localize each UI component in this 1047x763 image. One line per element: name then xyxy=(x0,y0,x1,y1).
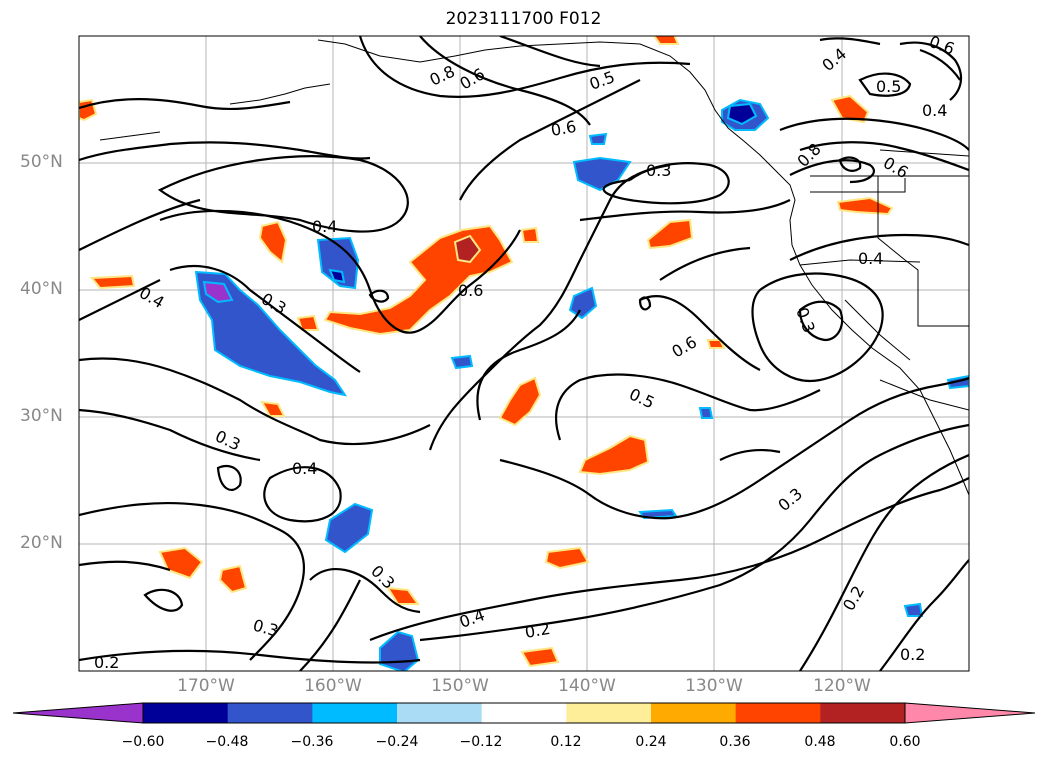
contour-label: 0.4 xyxy=(312,217,337,236)
lat-label-30n: 30°N xyxy=(20,406,63,426)
colorbar-extend-left xyxy=(13,703,143,723)
lon-label-120w: 120°W xyxy=(813,676,871,696)
lon-label-150w: 150°W xyxy=(431,676,489,696)
contour-label: 0.4 xyxy=(292,459,317,478)
colorbar-tick: 0.24 xyxy=(635,734,667,750)
colorbar-segment xyxy=(735,703,821,723)
lat-label-50n: 50°N xyxy=(20,152,63,172)
colorbar-segment xyxy=(566,703,652,723)
contour-label: 0.4 xyxy=(858,249,883,268)
colorbar-tick: −0.36 xyxy=(290,734,334,750)
colorbar-tick: 0.12 xyxy=(550,734,582,750)
colorbar-tick: −0.12 xyxy=(459,734,503,750)
colorbar-tick: 0.36 xyxy=(719,734,751,750)
lat-label-20n: 20°N xyxy=(20,533,63,553)
contour-label: 0.4 xyxy=(922,101,947,120)
colorbar-segment xyxy=(227,703,313,723)
colorbar-tick: 0.60 xyxy=(889,734,921,750)
map-frame xyxy=(78,35,970,672)
lon-label-170w: 170°W xyxy=(177,676,235,696)
colorbar-segment xyxy=(143,703,229,723)
colorbar-segment xyxy=(820,703,906,723)
lon-label-130w: 130°W xyxy=(685,676,743,696)
contour-label: 0.6 xyxy=(549,117,577,140)
colorbar-segment xyxy=(651,703,737,723)
lon-label-160w: 160°W xyxy=(304,676,362,696)
colorbar-tick: −0.60 xyxy=(121,734,165,750)
colorbar xyxy=(12,702,1036,724)
map-title: 2023111700 F012 xyxy=(445,9,602,29)
colorbar-tick: −0.48 xyxy=(205,734,249,750)
colorbar-segment xyxy=(481,703,567,723)
colorbar-segment xyxy=(312,703,398,723)
contour-label: 0.5 xyxy=(876,77,901,96)
colorbar-segment xyxy=(397,703,483,723)
map-area xyxy=(79,36,969,671)
negative-anomaly-fills xyxy=(194,98,969,671)
contour-label: 0.2 xyxy=(523,619,551,642)
contour-lines xyxy=(79,36,969,671)
coastlines xyxy=(99,39,969,496)
contour-label: 0.3 xyxy=(646,161,671,180)
colorbar-extend-right xyxy=(905,703,1035,723)
contour-label: 0.2 xyxy=(900,645,925,664)
lon-label-140w: 140°W xyxy=(558,676,616,696)
contour-label: 0.6 xyxy=(458,281,483,300)
colorbar-tick: 0.48 xyxy=(804,734,836,750)
contour-label: 0.2 xyxy=(94,653,119,672)
lat-label-40n: 40°N xyxy=(20,279,63,299)
colorbar-tick: −0.24 xyxy=(375,734,419,750)
